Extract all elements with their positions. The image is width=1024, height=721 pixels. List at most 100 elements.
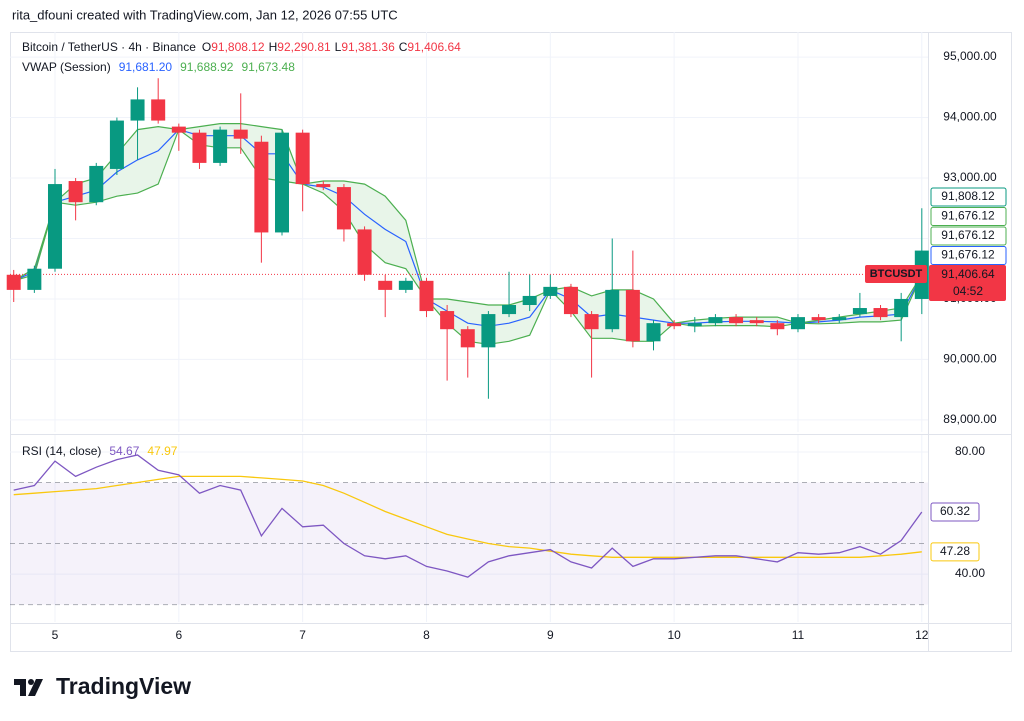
symbol-title: Bitcoin / TetherUS · 4h · Binance bbox=[22, 40, 196, 54]
logo-icon bbox=[14, 679, 43, 696]
candle-body bbox=[729, 317, 744, 324]
candle-body bbox=[749, 320, 764, 324]
x-tick-label: 9 bbox=[547, 628, 554, 642]
candle-body bbox=[192, 132, 207, 163]
price-label-box bbox=[930, 226, 1007, 246]
ohlc-value: 91,406.64 bbox=[407, 40, 461, 54]
value-label-box bbox=[930, 542, 980, 562]
x-tick-label: 10 bbox=[667, 628, 681, 642]
candle-body bbox=[254, 141, 269, 233]
x-tick-label: 7 bbox=[299, 628, 306, 642]
candle-body bbox=[316, 184, 331, 188]
candle-body bbox=[89, 165, 104, 203]
ohlc-value: 91,808.12 bbox=[211, 40, 265, 54]
rsi-line bbox=[13, 454, 923, 578]
x-tick-label: 12 bbox=[915, 628, 929, 642]
vwap-line bbox=[13, 128, 923, 327]
value-label: 47.28 bbox=[940, 544, 970, 558]
rsi-legend: RSI (14, close) 54.67 47.97 bbox=[22, 444, 178, 458]
indicator-value: 91,673.48 bbox=[241, 60, 295, 74]
candle-body bbox=[811, 317, 826, 321]
candle-body bbox=[130, 99, 145, 121]
candle-body bbox=[151, 99, 166, 121]
candle-body bbox=[502, 305, 517, 315]
price-label: 91,676.12 bbox=[941, 209, 995, 223]
candle-body bbox=[481, 314, 496, 348]
ohlc-value: 92,290.81 bbox=[277, 40, 331, 54]
candle-body bbox=[357, 229, 372, 275]
candle-body bbox=[625, 289, 640, 342]
vwap-band-fill bbox=[13, 123, 922, 345]
y-tick-label: 40.00 bbox=[955, 566, 985, 580]
candle-body bbox=[687, 323, 702, 327]
candle-body bbox=[336, 187, 351, 230]
y-tick-label: 90,000.00 bbox=[943, 352, 997, 366]
candle-body bbox=[295, 132, 310, 185]
attribution: rita_dfouni created with TradingView.com… bbox=[12, 7, 398, 22]
price-label: 91,676.12 bbox=[941, 228, 995, 242]
indicator-value: 91,681.20 bbox=[119, 60, 173, 74]
candle-body bbox=[27, 268, 42, 290]
x-tick-label: 5 bbox=[52, 628, 59, 642]
candle-body bbox=[852, 308, 867, 315]
candle-body bbox=[543, 286, 558, 296]
last-price-box bbox=[929, 265, 1006, 301]
ohlc-label: O bbox=[202, 40, 211, 54]
symbol-label: BTCUSDT bbox=[870, 268, 923, 280]
ohlc-label: L bbox=[335, 40, 342, 54]
y-tick-label: 95,000.00 bbox=[943, 49, 997, 63]
candle-body bbox=[667, 323, 682, 327]
legend-title: Bitcoin / TetherUS · 4h · Binance O91,808… bbox=[22, 40, 461, 54]
indicator-value: 54.67 bbox=[109, 444, 139, 458]
price-label-box bbox=[930, 246, 1007, 265]
candle-body bbox=[894, 298, 909, 318]
candle-body bbox=[873, 308, 888, 318]
price-label: 91,676.12 bbox=[941, 248, 995, 262]
candle-body bbox=[6, 274, 21, 290]
price-label-box bbox=[930, 207, 1007, 226]
candle-body bbox=[790, 317, 805, 330]
indicator-name: VWAP (Session) bbox=[22, 60, 111, 74]
vwap-line bbox=[13, 123, 923, 324]
y-tick-label: 89,000.00 bbox=[943, 412, 997, 426]
candle-body bbox=[646, 323, 661, 342]
rsi-line bbox=[13, 475, 922, 558]
candle-body bbox=[832, 317, 847, 321]
y-tick-label: 80.00 bbox=[955, 444, 985, 458]
value-label: 60.32 bbox=[940, 504, 970, 518]
candle-body bbox=[68, 181, 83, 203]
candle-body bbox=[522, 295, 537, 306]
logo-text: TradingView bbox=[56, 673, 191, 699]
candle-body bbox=[47, 184, 62, 269]
candle-body bbox=[563, 286, 578, 315]
symbol-box bbox=[865, 265, 927, 283]
candle-body bbox=[605, 289, 620, 330]
candle-body bbox=[233, 129, 248, 139]
candle-body bbox=[419, 280, 434, 312]
ohlc-label: C bbox=[399, 40, 408, 54]
y-tick-label: 93,000.00 bbox=[943, 170, 997, 184]
candle-body bbox=[378, 280, 393, 290]
ohlc-label: H bbox=[269, 40, 278, 54]
candle-body bbox=[171, 126, 186, 133]
candle-body bbox=[275, 132, 290, 233]
x-tick-label: 8 bbox=[423, 628, 430, 642]
candle-body bbox=[213, 129, 228, 163]
candle-body bbox=[770, 323, 785, 330]
x-tick-label: 11 bbox=[792, 628, 805, 642]
legend-indicator: VWAP (Session) 91,681.20 91,688.92 91,673.4… bbox=[22, 60, 295, 74]
candle-body bbox=[460, 329, 475, 348]
indicator-value: 47.97 bbox=[147, 444, 177, 458]
candle-body bbox=[109, 120, 124, 169]
countdown: 04:52 bbox=[953, 284, 983, 298]
candle-body bbox=[584, 314, 599, 330]
price-label: 91,808.12 bbox=[941, 189, 995, 203]
indicator-name: RSI (14, close) bbox=[22, 444, 101, 458]
candle-body bbox=[440, 311, 455, 330]
indicator-value: 91,688.92 bbox=[180, 60, 234, 74]
y-tick-label: 94,000.00 bbox=[943, 110, 997, 124]
candle-body bbox=[708, 317, 723, 324]
chart-frame bbox=[10, 32, 1012, 652]
value-label-box bbox=[930, 502, 980, 522]
